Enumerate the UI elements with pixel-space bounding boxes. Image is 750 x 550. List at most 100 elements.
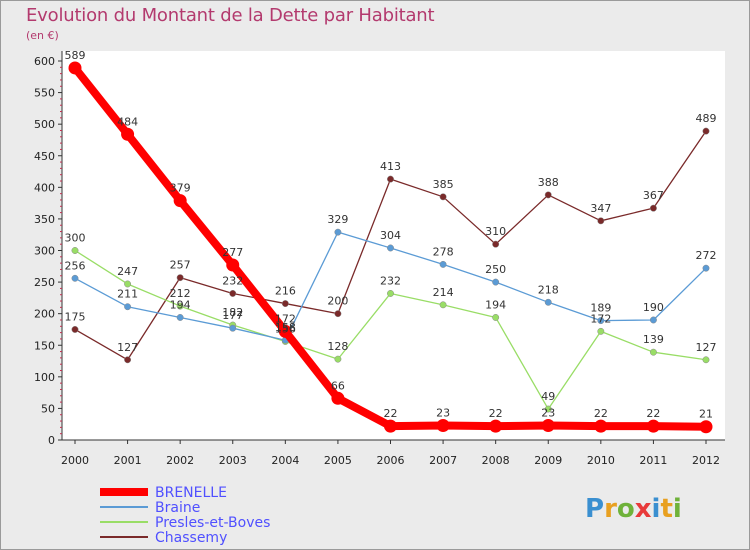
legend-label: Chassemy: [155, 530, 227, 546]
data-point: [124, 303, 132, 311]
data-point: [281, 300, 289, 308]
data-label: 182: [222, 306, 243, 319]
data-point: [387, 175, 394, 183]
data-label: 218: [538, 283, 559, 296]
data-point: [649, 204, 657, 212]
data-label: 127: [696, 341, 717, 354]
data-label: 22: [489, 407, 503, 420]
data-label: 172: [275, 312, 296, 325]
data-label: 23: [541, 406, 555, 419]
y-tick-label: 550: [34, 87, 55, 100]
y-tick-label: 250: [34, 276, 55, 289]
data-point: [597, 217, 605, 225]
data-point: [176, 302, 184, 310]
data-label: 194: [485, 298, 506, 311]
y-tick-label: 0: [48, 434, 55, 447]
y-tick-label: 100: [34, 371, 55, 384]
data-point: [124, 280, 132, 288]
data-label: 23: [436, 406, 450, 419]
data-label: 158: [275, 321, 296, 334]
x-tick-label: 2004: [271, 454, 299, 467]
y-tick-label: 150: [34, 339, 55, 352]
y-tick-label: 350: [34, 213, 55, 226]
data-label: 247: [117, 265, 138, 278]
data-label: 128: [327, 340, 348, 353]
series-brenelle: [68, 61, 713, 434]
data-point: [649, 348, 657, 356]
data-label: 277: [222, 246, 243, 259]
data-label: 232: [222, 274, 243, 287]
data-point: [489, 419, 503, 433]
data-point: [334, 310, 342, 318]
data-label: 379: [170, 182, 191, 195]
data-label: 257: [170, 259, 191, 272]
data-point: [229, 290, 237, 297]
y-tick-label: 300: [34, 245, 55, 258]
x-tick-label: 2010: [587, 454, 615, 467]
data-point: [597, 317, 605, 325]
legend-label: Braine: [155, 500, 200, 516]
y-tick-label: 600: [34, 55, 55, 68]
data-label: 310: [485, 225, 506, 238]
data-point: [544, 298, 552, 306]
data-point: [331, 391, 345, 405]
data-point: [334, 228, 342, 236]
x-tick-label: 2002: [166, 454, 194, 467]
data-point: [439, 260, 447, 268]
data-label: 278: [433, 245, 454, 258]
chart-title: Evolution du Montant de la Dette par Hab…: [26, 5, 435, 26]
plot-area: [62, 51, 725, 440]
data-label: 385: [433, 178, 454, 191]
y-tick-label: 50: [41, 402, 55, 415]
data-label: 22: [384, 407, 398, 420]
data-label: 256: [65, 259, 86, 272]
data-label: 200: [327, 295, 348, 308]
data-label: 304: [380, 229, 401, 242]
data-label: 272: [696, 249, 717, 262]
data-label: 211: [117, 288, 138, 301]
data-point: [597, 327, 605, 335]
data-point: [71, 247, 79, 254]
data-label: 367: [643, 189, 664, 202]
data-point: [544, 405, 552, 413]
data-label: 172: [590, 312, 611, 325]
data-label: 177: [222, 309, 243, 322]
data-label: 214: [433, 286, 454, 299]
data-point: [439, 193, 447, 201]
data-point: [229, 324, 237, 332]
data-point: [121, 127, 135, 141]
data-label: 66: [331, 379, 345, 392]
x-tick-label: 2009: [534, 454, 562, 467]
data-point: [226, 258, 240, 272]
data-label: 232: [380, 274, 401, 287]
data-label: 194: [170, 298, 191, 311]
x-tick-label: 2003: [219, 454, 247, 467]
data-point: [384, 419, 397, 433]
data-point: [387, 290, 394, 297]
x-tick-label: 2000: [61, 454, 89, 467]
data-label: 49: [541, 390, 555, 403]
data-point: [176, 274, 184, 282]
data-point: [68, 61, 82, 75]
x-tick-label: 2001: [114, 454, 142, 467]
data-point: [492, 240, 500, 248]
data-label: 22: [594, 407, 608, 420]
x-tick-label: 2008: [482, 454, 510, 467]
data-point: [702, 264, 710, 272]
y-tick-label: 400: [34, 181, 55, 194]
data-point: [387, 244, 394, 252]
data-label: 388: [538, 176, 559, 189]
data-point: [439, 301, 447, 309]
x-tick-label: 2006: [377, 454, 405, 467]
data-label: 175: [65, 310, 86, 323]
data-label: 212: [170, 287, 191, 300]
data-point: [71, 274, 79, 282]
data-point: [702, 127, 710, 135]
data-label: 216: [275, 285, 296, 298]
data-label: 413: [380, 160, 401, 173]
data-point: [173, 194, 187, 208]
data-point: [702, 356, 710, 364]
data-label: 22: [646, 407, 660, 420]
proxiti-logo: Proxiti: [585, 494, 682, 524]
data-label: 156: [275, 322, 296, 335]
